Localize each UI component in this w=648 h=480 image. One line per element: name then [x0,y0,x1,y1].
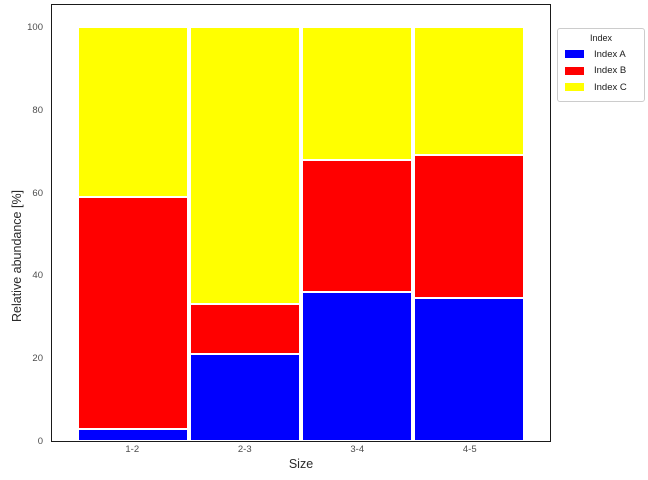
y-tick-label: 0 [37,436,43,447]
bar-4-5 [414,27,524,441]
y-tick-label: 20 [32,353,43,365]
legend-swatch-icon [565,50,584,59]
bar-segment-index-a [190,354,300,441]
bar-segment-index-c [414,27,524,156]
legend-label: Index A [594,48,626,60]
x-tick-label: 4-5 [462,444,477,455]
bar-segment-index-b [190,304,300,355]
legend-item: Index C [563,79,639,96]
legend-swatch-icon [565,83,584,92]
y-tick-label: 40 [32,270,43,282]
bar-segment-index-c [302,27,412,160]
bar-segment-index-c [78,27,188,197]
x-tick-label: 2-3 [237,444,252,455]
y-tick-label: 100 [27,22,43,33]
bar-segment-index-a [78,428,188,441]
legend: Index Index A Index B Index C [557,28,645,102]
y-tick-label: 80 [32,104,43,116]
legend-items: Index A Index B Index C [563,46,639,96]
bar-segment-index-b [414,155,524,299]
bar-1-2 [78,27,188,441]
legend-item: Index B [563,63,639,80]
y-axis: 0 20 40 60 80 100 [0,4,47,447]
legend-title: Index [589,33,613,43]
bar-segment-index-b [78,196,188,429]
x-tick-label: 3-4 [350,444,365,455]
x-axis-tick-labels: 1-2 2-3 3-4 4-5 [51,444,551,455]
bar-segment-index-a [414,298,524,441]
bar-2-3 [190,27,300,441]
legend-swatch-icon [565,66,584,75]
legend-item: Index A [563,46,639,63]
x-axis-title: Size [288,457,314,471]
y-tick-label: 60 [32,187,43,199]
bar-segment-index-a [302,291,412,441]
bar-segment-index-b [302,159,412,292]
bar-3-4 [302,27,412,441]
bar-segment-index-c [190,27,300,305]
bars-area [77,27,525,441]
legend-label: Index C [594,81,627,93]
legend-label: Index B [594,65,627,77]
plot-panel [51,4,551,442]
x-tick-label: 1-2 [125,444,140,455]
